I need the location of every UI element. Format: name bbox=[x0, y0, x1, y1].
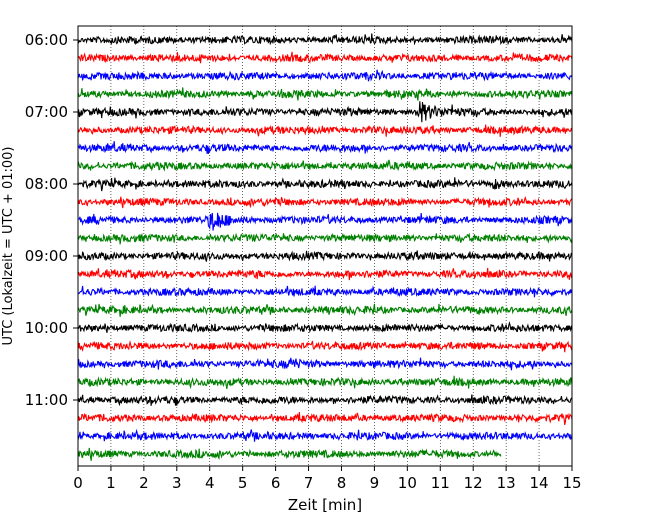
y-tick-label: 08:00 bbox=[25, 175, 68, 193]
trace-1130 bbox=[77, 428, 573, 442]
trace-0730 bbox=[77, 141, 573, 154]
x-tick-label: 12 bbox=[464, 474, 483, 492]
trace-0915 bbox=[77, 267, 573, 281]
trace-0630 bbox=[77, 69, 573, 82]
y-tick-label: 10:00 bbox=[25, 319, 68, 337]
x-tick-label: 6 bbox=[271, 474, 281, 492]
y-axis: 06:00 07:00 08:00 09:00 10:00 11:00 bbox=[25, 31, 78, 409]
trace-0945 bbox=[78, 303, 573, 317]
x-tick-label: 15 bbox=[562, 474, 581, 492]
trace-1100 bbox=[77, 394, 573, 407]
x-tick-label: 0 bbox=[73, 474, 83, 492]
x-tick-label: 9 bbox=[370, 474, 380, 492]
y-tick-label: 07:00 bbox=[25, 103, 68, 121]
trace-0900 bbox=[77, 250, 573, 262]
trace-0800 bbox=[77, 177, 573, 192]
x-tick-label: 2 bbox=[139, 474, 149, 492]
trace-0700 bbox=[77, 101, 573, 123]
trace-0745 bbox=[77, 159, 573, 172]
trace-0845 bbox=[77, 232, 573, 245]
x-tick-label: 13 bbox=[497, 474, 516, 492]
trace-0615 bbox=[77, 51, 573, 64]
y-tick-label: 09:00 bbox=[25, 247, 68, 265]
trace-1115 bbox=[77, 412, 573, 426]
x-tick-label: 11 bbox=[431, 474, 450, 492]
trace-layer bbox=[77, 33, 573, 461]
x-tick-label: 14 bbox=[530, 474, 549, 492]
trace-0715 bbox=[77, 124, 573, 137]
trace-1000 bbox=[77, 321, 573, 334]
trace-0830 bbox=[77, 212, 573, 231]
x-tick-label: 1 bbox=[106, 474, 116, 492]
trace-0815 bbox=[77, 195, 573, 209]
x-axis-label: Zeit [min] bbox=[288, 496, 362, 514]
trace-1015 bbox=[77, 340, 573, 353]
x-tick-label: 8 bbox=[337, 474, 347, 492]
trace-0930 bbox=[77, 285, 573, 298]
x-tick-label: 10 bbox=[398, 474, 417, 492]
x-tick-label: 4 bbox=[205, 474, 215, 492]
vertical-grid bbox=[110, 26, 540, 466]
x-tick-label: 5 bbox=[238, 474, 248, 492]
y-tick-label: 06:00 bbox=[25, 31, 68, 49]
y-tick-label: 11:00 bbox=[25, 391, 68, 409]
trace-1045 bbox=[77, 375, 573, 390]
x-axis: 0 1 2 3 4 5 6 7 8 9 10 11 12 13 14 15 bbox=[73, 466, 582, 492]
trace-0645 bbox=[77, 87, 573, 101]
x-tick-label: 3 bbox=[172, 474, 182, 492]
x-tick-label: 7 bbox=[304, 474, 314, 492]
trace-1030 bbox=[77, 357, 573, 371]
trace-0600 bbox=[77, 33, 573, 46]
trace-1145 bbox=[77, 447, 502, 461]
y-axis-label: UTC (Lokalzeit = UTC + 01:00) bbox=[1, 147, 16, 346]
plot-frame bbox=[77, 25, 573, 467]
